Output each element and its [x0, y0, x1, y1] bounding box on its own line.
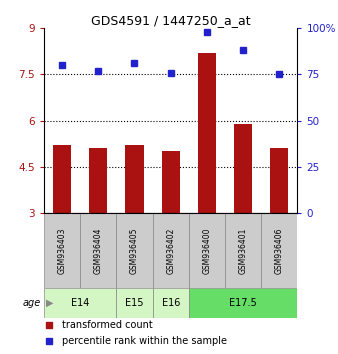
Bar — [44, 288, 116, 318]
Text: E14: E14 — [71, 298, 89, 308]
Bar — [116, 288, 152, 318]
Bar — [44, 213, 80, 288]
Text: GSM936404: GSM936404 — [94, 227, 103, 274]
Bar — [189, 213, 225, 288]
Text: GSM936402: GSM936402 — [166, 227, 175, 274]
Text: age: age — [22, 298, 41, 308]
Text: E16: E16 — [162, 298, 180, 308]
Bar — [152, 213, 189, 288]
Text: transformed count: transformed count — [62, 320, 152, 330]
Bar — [125, 145, 144, 213]
Bar — [261, 213, 297, 288]
Text: GSM936401: GSM936401 — [239, 227, 248, 274]
Bar — [234, 124, 252, 213]
Bar — [116, 213, 152, 288]
Bar — [162, 151, 180, 213]
Text: GSM936406: GSM936406 — [275, 227, 284, 274]
Title: GDS4591 / 1447250_a_at: GDS4591 / 1447250_a_at — [91, 14, 250, 27]
Bar — [198, 53, 216, 213]
Bar — [53, 145, 71, 213]
Bar — [152, 288, 189, 318]
Bar — [270, 148, 288, 213]
Bar — [225, 213, 261, 288]
Text: GSM936405: GSM936405 — [130, 227, 139, 274]
Text: GSM936403: GSM936403 — [57, 227, 67, 274]
Text: E15: E15 — [125, 298, 144, 308]
Text: ▶: ▶ — [46, 298, 53, 308]
Text: percentile rank within the sample: percentile rank within the sample — [62, 336, 227, 346]
Bar — [89, 148, 107, 213]
Bar — [189, 288, 297, 318]
Text: GSM936400: GSM936400 — [202, 227, 211, 274]
Bar — [80, 213, 116, 288]
Text: E17.5: E17.5 — [229, 298, 257, 308]
